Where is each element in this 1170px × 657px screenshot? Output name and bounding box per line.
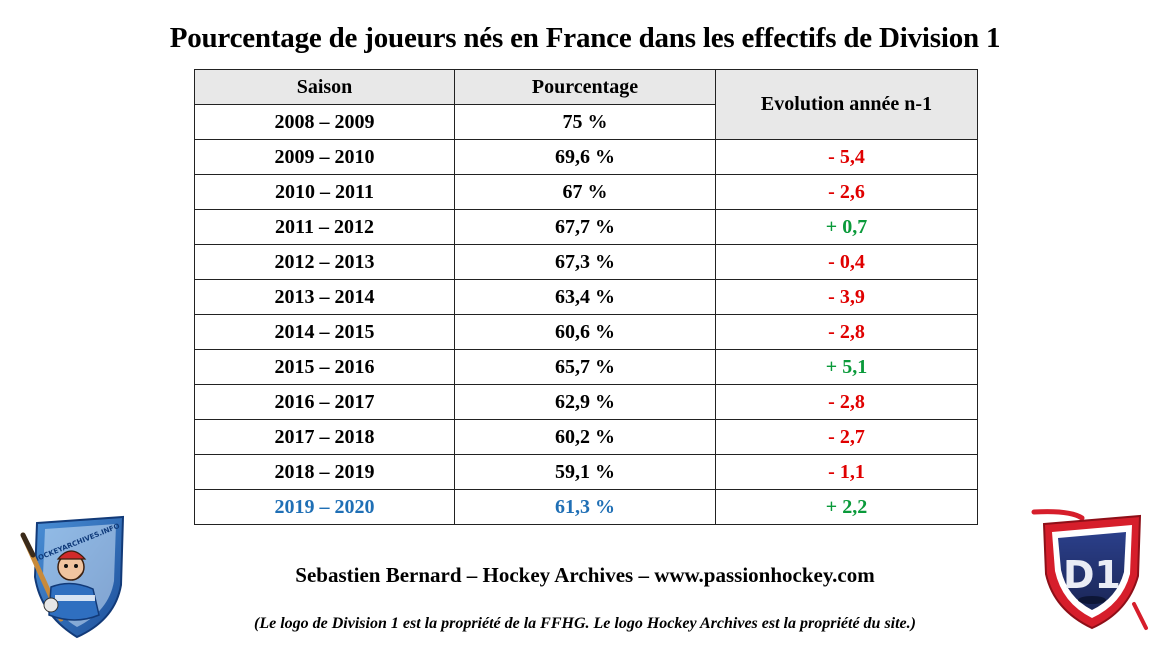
credit-line: Sebastien Bernard – Hockey Archives – ww…: [295, 563, 875, 587]
table-row: 2015 – 2016 65,7 % + 5,1: [194, 349, 978, 385]
page-title: Pourcentage de joueurs nés en France dan…: [169, 22, 1001, 54]
season-cell: 2015 – 2016: [194, 349, 455, 385]
evolution-cell: + 5,1: [715, 349, 978, 385]
logo-right-text: D1: [1063, 553, 1121, 597]
evolution-cell: + 2,2: [715, 489, 978, 525]
table-row: 2017 – 2018 60,2 % - 2,7: [194, 419, 978, 455]
season-cell: 2012 – 2013: [194, 244, 455, 280]
table-row: 2012 – 2013 67,3 % - 0,4: [194, 244, 978, 280]
season-cell: 2013 – 2014: [194, 279, 455, 315]
season-cell: 2019 – 2020: [194, 489, 455, 525]
percent-cell: 61,3 %: [454, 489, 716, 525]
table-header-row: Saison Pourcentage Evolution année n-1: [194, 69, 978, 140]
season-cell: 2009 – 2010: [194, 139, 455, 175]
percent-cell: 67,7 %: [454, 209, 716, 245]
copyright-note: (Le logo de Division 1 est la propriété …: [254, 615, 916, 632]
percent-cell: 63,4 %: [454, 279, 716, 315]
percent-cell: 59,1 %: [454, 454, 716, 490]
table-row-current: 2019 – 2020 61,3 % + 2,2: [194, 489, 978, 525]
percent-cell: 67,3 %: [454, 244, 716, 280]
header-evolution: Evolution année n-1: [715, 69, 978, 140]
table-row: 2013 – 2014 63,4 % - 3,9: [194, 279, 978, 315]
table-row: 2018 – 2019 59,1 % - 1,1: [194, 454, 978, 490]
percent-cell: 75 %: [454, 104, 716, 140]
evolution-cell: + 0,7: [715, 209, 978, 245]
division-1-logo-icon: D1: [1031, 509, 1148, 630]
table-row: 2008 – 2009 75 %: [194, 104, 978, 140]
percent-cell: 67 %: [454, 174, 716, 210]
percent-cell: 62,9 %: [454, 384, 716, 420]
percent-cell: 65,7 %: [454, 349, 716, 385]
table-row: 2009 – 2010 69,6 % - 5,4: [194, 139, 978, 175]
percent-cell: 60,2 %: [454, 419, 716, 455]
evolution-cell: - 2,8: [715, 384, 978, 420]
season-cell: 2014 – 2015: [194, 314, 455, 350]
season-cell: 2017 – 2018: [194, 419, 455, 455]
season-cell: 2018 – 2019: [194, 454, 455, 490]
evolution-cell: - 2,8: [715, 314, 978, 350]
season-cell: 2008 – 2009: [194, 104, 455, 140]
header-season: Saison: [194, 69, 455, 105]
header-percent: Pourcentage: [454, 69, 716, 105]
table-row: 2011 – 2012 67,7 % + 0,7: [194, 209, 978, 245]
season-cell: 2010 – 2011: [194, 174, 455, 210]
evolution-cell: - 2,7: [715, 419, 978, 455]
evolution-cell: - 2,6: [715, 174, 978, 210]
data-table: Saison Pourcentage Evolution année n-1 2…: [194, 69, 978, 525]
evolution-cell: - 5,4: [715, 139, 978, 175]
percent-cell: 60,6 %: [454, 314, 716, 350]
hockey-archives-logo-icon: HOCKEYARCHIVES.INFO: [20, 515, 125, 639]
percent-cell: 69,6 %: [454, 139, 716, 175]
evolution-cell: - 1,1: [715, 454, 978, 490]
evolution-cell: - 0,4: [715, 244, 978, 280]
season-cell: 2016 – 2017: [194, 384, 455, 420]
season-cell: 2011 – 2012: [194, 209, 455, 245]
table-row: 2016 – 2017 62,9 % - 2,8: [194, 384, 978, 420]
table-row: 2014 – 2015 60,6 % - 2,8: [194, 314, 978, 350]
table-row: 2010 – 2011 67 % - 2,6: [194, 174, 978, 210]
evolution-cell: - 3,9: [715, 279, 978, 315]
